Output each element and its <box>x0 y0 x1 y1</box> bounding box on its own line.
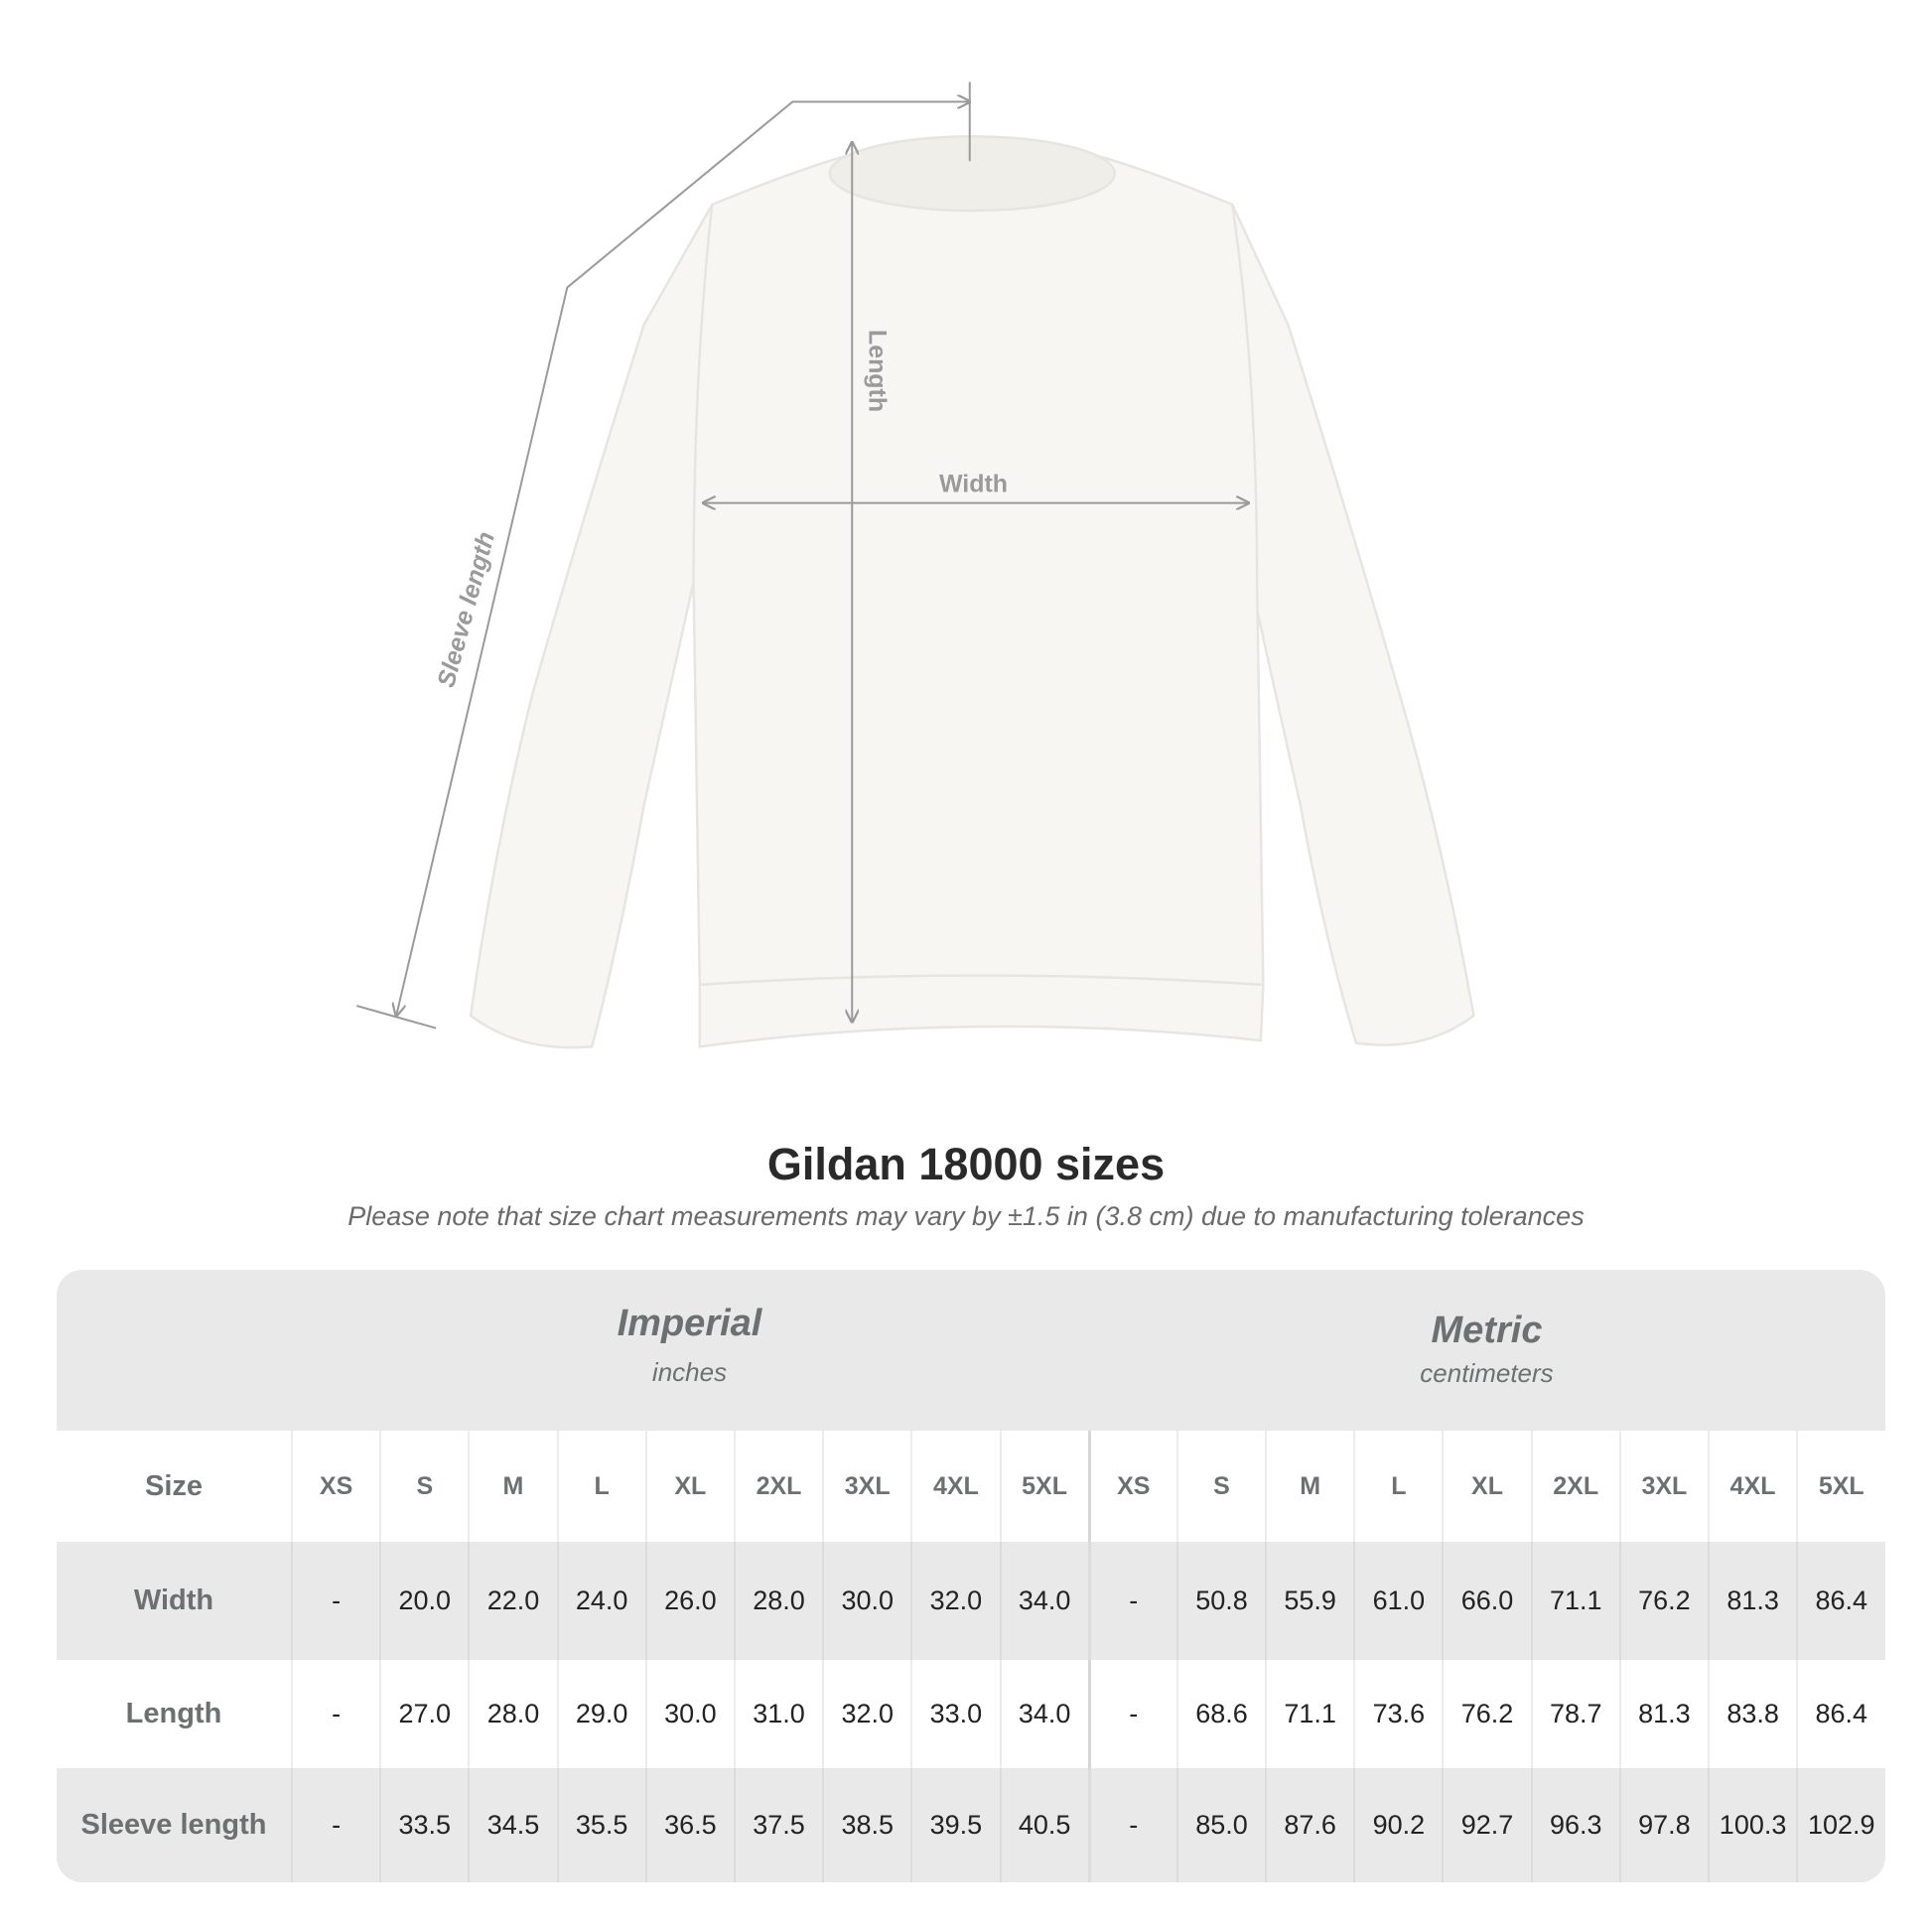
imperial-size-header: L <box>556 1431 645 1542</box>
metric-value-cell: 102.9 <box>1796 1768 1884 1882</box>
imperial-value-cell: 34.0 <box>999 1660 1088 1768</box>
imperial-value-cell: 33.0 <box>910 1660 999 1768</box>
metric-value-cell: 86.4 <box>1796 1542 1884 1660</box>
sleeve-length-label: Sleeve length <box>432 529 500 691</box>
metric-value-cell: 87.6 <box>1265 1768 1353 1882</box>
imperial-size-header: XL <box>644 1431 734 1542</box>
metric-value-cell: 86.4 <box>1796 1660 1884 1768</box>
metric-value-cell: 71.1 <box>1265 1660 1353 1768</box>
imperial-value-cell: - <box>291 1660 379 1768</box>
metric-title: Metric <box>1431 1310 1543 1351</box>
metric-value-cell: 97.8 <box>1618 1768 1708 1882</box>
imperial-value-cell: 33.5 <box>379 1768 468 1882</box>
imperial-value-cell: 34.0 <box>999 1542 1088 1660</box>
size-table: Imperial inches Metric centimeters Size X… <box>57 1270 1885 1882</box>
metric-value-cell: - <box>1087 1660 1176 1768</box>
imperial-size-header: XS <box>291 1431 379 1542</box>
metric-size-header: XL <box>1442 1431 1530 1542</box>
metric-value-cell: 66.0 <box>1442 1542 1530 1660</box>
table-row: Width -20.0 22.0 24.0 26.0 28.0 30.0 32.0 34.0-5… <box>57 1542 1885 1660</box>
imperial-value-cell: 31.0 <box>733 1660 822 1768</box>
imperial-value-cell: 38.5 <box>822 1768 910 1882</box>
row-label: Size <box>144 1469 204 1502</box>
metric-value-cell: 100.3 <box>1708 1768 1796 1882</box>
metric-value-cell: - <box>1087 1768 1176 1882</box>
width-label: Width <box>939 470 1008 497</box>
imperial-value-cell: 34.5 <box>468 1768 556 1882</box>
metric-value-cell: 61.0 <box>1353 1542 1442 1660</box>
imperial-value-cell: 32.0 <box>822 1660 910 1768</box>
imperial-value-cell: 29.0 <box>556 1660 645 1768</box>
imperial-value-cell: 26.0 <box>644 1542 734 1660</box>
imperial-size-header: S <box>379 1431 468 1542</box>
imperial-header: Imperial inches <box>291 1270 1088 1431</box>
metric-size-header: 3XL <box>1618 1431 1708 1542</box>
row-label: Sleeve length <box>80 1809 267 1841</box>
metric-size-header: S <box>1175 1431 1265 1542</box>
metric-size-header: L <box>1353 1431 1442 1542</box>
metric-value-cell: 68.6 <box>1175 1660 1265 1768</box>
imperial-value-cell: - <box>291 1542 379 1660</box>
metric-value-cell: 55.9 <box>1265 1542 1353 1660</box>
imperial-value-cell: 28.0 <box>733 1542 822 1660</box>
imperial-value-cell: 20.0 <box>379 1542 468 1660</box>
imperial-value-cell: 37.5 <box>733 1768 822 1882</box>
metric-value-cell: 76.2 <box>1442 1660 1530 1768</box>
size-header-row: Size XS S M L XL 2XL 3XL 4XL 5XL XS S M L XL 2XL 3XL 4XL 5… <box>57 1431 1885 1542</box>
imperial-size-header: 3XL <box>822 1431 910 1542</box>
metric-size-header: XS <box>1087 1431 1176 1542</box>
sleeve-length-arrow <box>396 101 970 1016</box>
metric-unit: centimeters <box>1420 1358 1554 1388</box>
imperial-size-header: M <box>468 1431 556 1542</box>
metric-size-header: 4XL <box>1708 1431 1796 1542</box>
metric-value-cell: 92.7 <box>1442 1768 1530 1882</box>
imperial-value-cell: 32.0 <box>910 1542 999 1660</box>
metric-value-cell: 90.2 <box>1353 1768 1442 1882</box>
tolerance-note: Please note that size chart measurements… <box>347 1201 1585 1231</box>
page-title: Gildan 18000 sizes <box>766 1139 1166 1189</box>
metric-value-cell: 96.3 <box>1530 1768 1619 1882</box>
metric-value-cell: 76.2 <box>1618 1542 1708 1660</box>
length-label: Length <box>864 330 892 412</box>
sweatshirt-image <box>469 135 1475 1049</box>
metric-value-cell: 78.7 <box>1530 1660 1619 1768</box>
metric-value-cell: 73.6 <box>1353 1660 1442 1768</box>
table-row: Sleeve length -33.5 34.5 35.5 36.5 37.5 38.5 39… <box>57 1768 1885 1882</box>
metric-size-header: M <box>1265 1431 1353 1542</box>
imperial-unit: inches <box>651 1357 728 1387</box>
imperial-value-cell: 40.5 <box>999 1768 1088 1882</box>
table-row: Length -27.0 28.0 29.0 30.0 31.0 32.0 33.0 34.0-… <box>57 1660 1885 1768</box>
imperial-title: Imperial <box>617 1303 762 1344</box>
metric-header: Metric centimeters <box>1088 1270 1885 1431</box>
imperial-size-header: 2XL <box>733 1431 822 1542</box>
imperial-value-cell: 27.0 <box>379 1660 468 1768</box>
imperial-value-cell: 36.5 <box>644 1768 734 1882</box>
imperial-value-cell: 39.5 <box>910 1768 999 1882</box>
imperial-value-cell: - <box>291 1768 379 1882</box>
imperial-value-cell: 30.0 <box>822 1542 910 1660</box>
imperial-value-cell: 24.0 <box>556 1542 645 1660</box>
sweatshirt-diagram: Length Width Sleeve length <box>355 81 1475 1049</box>
metric-value-cell: 81.3 <box>1708 1542 1796 1660</box>
metric-value-cell: 85.0 <box>1175 1768 1265 1882</box>
metric-size-header: 5XL <box>1796 1431 1884 1542</box>
imperial-size-header: 5XL <box>999 1431 1088 1542</box>
metric-size-header: 2XL <box>1530 1431 1619 1542</box>
metric-value-cell: - <box>1087 1542 1176 1660</box>
imperial-value-cell: 28.0 <box>468 1660 556 1768</box>
metric-value-cell: 83.8 <box>1708 1660 1796 1768</box>
imperial-size-header: 4XL <box>910 1431 999 1542</box>
metric-value-cell: 81.3 <box>1618 1660 1708 1768</box>
imperial-value-cell: 30.0 <box>644 1660 734 1768</box>
imperial-value-cell: 35.5 <box>556 1768 645 1882</box>
row-label: Length <box>125 1698 222 1729</box>
row-label: Width <box>133 1585 214 1616</box>
metric-value-cell: 50.8 <box>1175 1542 1265 1660</box>
metric-value-cell: 71.1 <box>1530 1542 1619 1660</box>
imperial-value-cell: 22.0 <box>468 1542 556 1660</box>
